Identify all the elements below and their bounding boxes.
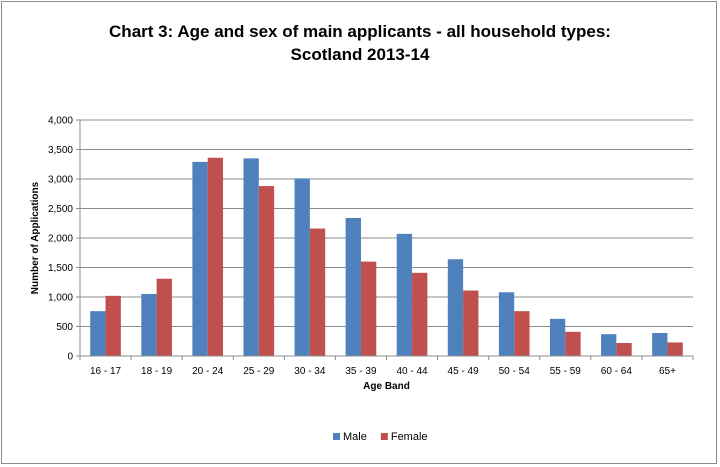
chart-title: Chart 3: Age and sex of main applicants … — [109, 22, 611, 41]
bar-female — [463, 290, 479, 356]
y-axis-ticks: 0 500 1,000 1,500 2,000 2,500 3,000 3,500 4,000 — [48, 116, 80, 363]
bar-male — [498, 292, 515, 356]
x-tick-label: 25 - 29 — [243, 366, 275, 377]
x-tick-label: 40 - 44 — [396, 366, 428, 377]
bar-female — [309, 228, 326, 356]
x-axis-title: Age Band — [363, 381, 410, 392]
x-tick-label: 16 - 17 — [90, 366, 122, 377]
bar-female — [514, 311, 530, 356]
x-tick-label: 60 - 64 — [601, 366, 633, 377]
bar-male — [141, 294, 157, 356]
x-tick-label: 30 - 34 — [294, 366, 326, 377]
y-tick-label: 2,500 — [48, 204, 73, 215]
bar-male — [345, 217, 361, 356]
bar-female — [258, 186, 275, 356]
bar-female — [616, 343, 632, 356]
bar-male — [243, 158, 259, 356]
x-tick-label: 55 - 59 — [550, 366, 582, 377]
x-tick-label: 65+ — [659, 366, 676, 377]
y-tick-label: 0 — [67, 352, 73, 363]
x-tick-label: 18 - 19 — [141, 366, 173, 377]
bars — [90, 157, 683, 356]
legend-label-male: Male — [343, 431, 367, 443]
bar-female — [412, 272, 428, 356]
bar-male — [601, 334, 617, 356]
legend-swatch-male — [333, 433, 340, 440]
legend: Male Female — [333, 431, 428, 443]
gridlines — [80, 119, 693, 357]
y-tick-label: 500 — [56, 322, 73, 333]
bar-male — [549, 318, 566, 356]
bar-female — [360, 261, 377, 356]
bar-male — [192, 161, 208, 356]
chart-subtitle: Scotland 2013-14 — [290, 45, 430, 64]
bar-male — [396, 233, 413, 356]
y-tick-label: 4,000 — [48, 116, 73, 127]
x-tick-label: 35 - 39 — [345, 366, 377, 377]
bar-male — [652, 332, 668, 356]
x-tick-label: 50 - 54 — [499, 366, 531, 377]
legend-swatch-female — [380, 433, 388, 440]
x-tick-label: 45 - 49 — [448, 366, 480, 377]
bar-female — [105, 295, 121, 356]
bar-male — [90, 311, 106, 356]
y-tick-label: 2,000 — [48, 234, 73, 245]
x-axis-ticks: 16 - 17 18 - 19 20 - 24 25 - 29 30 - 34 35 - … — [79, 356, 694, 377]
bar-male — [294, 178, 310, 356]
y-tick-label: 3,500 — [48, 145, 73, 156]
x-tick-label: 20 - 24 — [192, 366, 224, 377]
legend-label-female: Female — [391, 431, 428, 443]
bar-female — [207, 157, 224, 356]
bar-male — [447, 259, 464, 356]
bar-female — [156, 278, 172, 356]
y-axis-title: Number of Applications — [30, 181, 41, 294]
y-tick-label: 1,000 — [48, 293, 73, 304]
y-tick-label: 3,000 — [48, 175, 73, 186]
y-tick-label: 1,500 — [48, 263, 73, 274]
bar-female — [667, 342, 683, 356]
bar-female — [565, 331, 581, 356]
